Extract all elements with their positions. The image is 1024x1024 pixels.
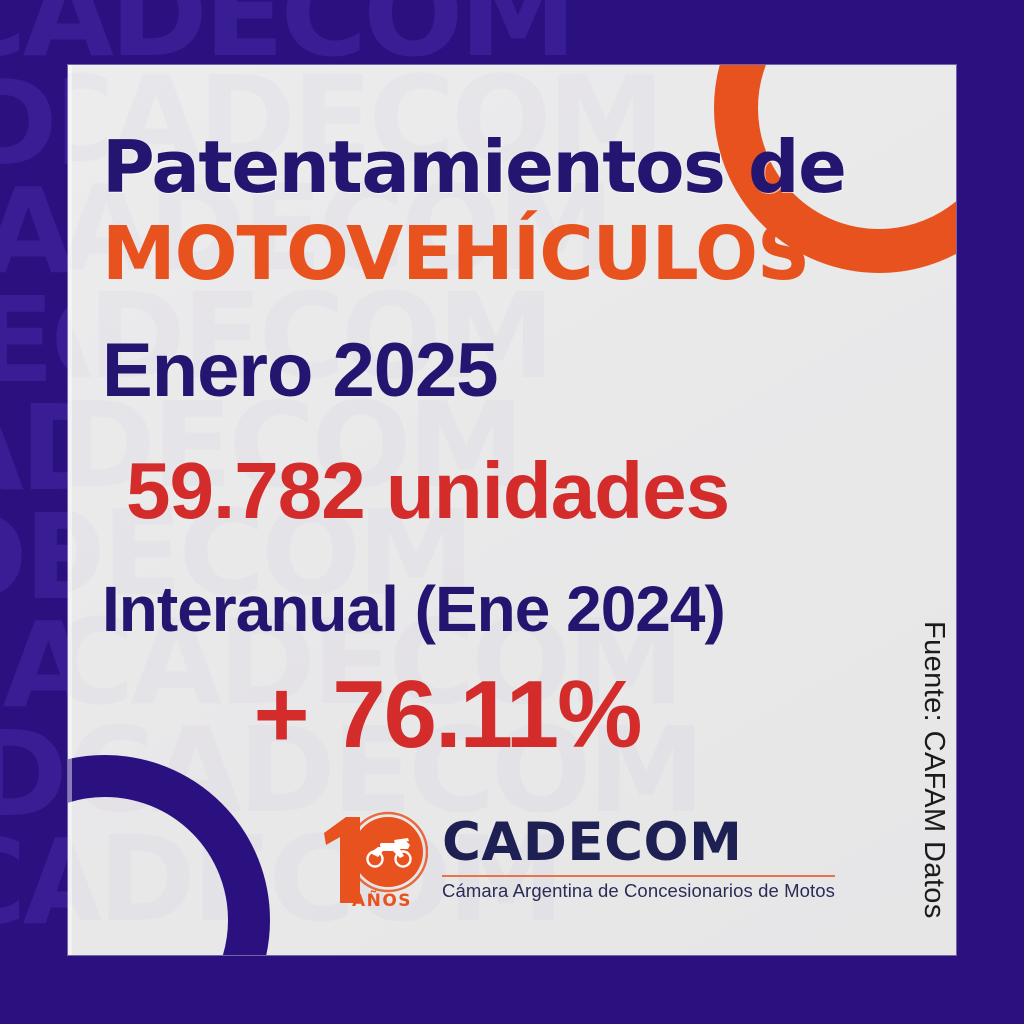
brand-tagline: Cámara Argentina de Concesionarios de Mo… (442, 880, 836, 902)
motorcycle-icon (366, 838, 412, 868)
brand-name: CADECOM (442, 812, 743, 874)
anniversary-emblem: AÑOS (320, 807, 428, 911)
period-label: Enero 2025 (102, 328, 499, 413)
yoy-value: + 76.11% (253, 661, 642, 768)
page-title-secondary: MOTOVEHÍCULOS (102, 211, 810, 297)
brand-wordmark: CADECOM Cámara Argentina de Concesionari… (442, 812, 836, 902)
units-value: 59.782 unidades (126, 446, 730, 535)
watermark-row: CADECOM (0, 0, 577, 83)
info-card: CADECOM CADECOM CADECOM CADECOM CADECOM … (68, 65, 956, 955)
card-content: Patentamientos de MOTOVEHÍCULOS Enero 20… (68, 65, 956, 763)
card-left-edge (68, 65, 72, 955)
cadecom-logo: AÑOS CADECOM Cámara Argentina de Concesi… (320, 807, 836, 911)
brand-divider (442, 875, 836, 878)
source-note: Fuente: CAFAM Datos (918, 621, 950, 919)
yoy-label: Interanual (Ene 2024) (102, 573, 726, 645)
anniversary-word: AÑOS (352, 888, 412, 911)
page-title-primary: Patentamientos de (102, 125, 847, 209)
purple-arc-decoration (68, 755, 270, 955)
